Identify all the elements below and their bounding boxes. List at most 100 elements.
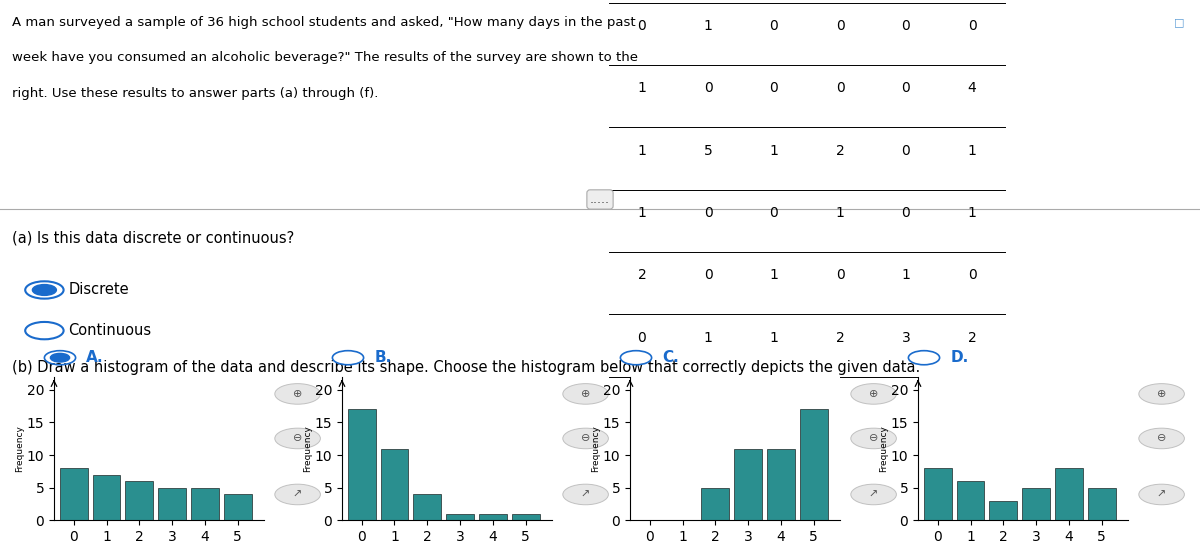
Text: 4: 4 — [967, 81, 977, 95]
Text: ⊖: ⊖ — [581, 434, 590, 443]
Text: ⊕: ⊕ — [581, 389, 590, 399]
Circle shape — [563, 428, 608, 449]
Bar — [380, 449, 408, 520]
Text: ↗: ↗ — [581, 489, 590, 500]
Circle shape — [563, 384, 608, 404]
Text: 1: 1 — [703, 19, 713, 33]
Text: week have you consumed an alcoholic beverage?" The results of the survey are sho: week have you consumed an alcoholic beve… — [12, 51, 638, 64]
Text: B.: B. — [374, 350, 391, 365]
Text: (a) Is this data discrete or continuous?: (a) Is this data discrete or continuous? — [12, 230, 294, 246]
Text: 1: 1 — [967, 206, 977, 220]
Circle shape — [275, 484, 320, 505]
Text: D.: D. — [950, 350, 968, 365]
Circle shape — [851, 428, 896, 449]
Bar — [924, 468, 952, 520]
Text: ⊖: ⊖ — [293, 434, 302, 443]
Text: 0: 0 — [703, 81, 713, 95]
Circle shape — [563, 484, 608, 505]
Text: 3: 3 — [901, 331, 911, 345]
Bar — [125, 481, 154, 520]
Text: 2: 2 — [967, 331, 977, 345]
Text: 2: 2 — [835, 144, 845, 158]
Bar — [92, 475, 120, 520]
Bar — [767, 449, 794, 520]
Text: A man surveyed a sample of 36 high school students and asked, "How many days in : A man surveyed a sample of 36 high schoo… — [12, 16, 636, 29]
Text: 1: 1 — [703, 331, 713, 345]
Circle shape — [25, 322, 64, 339]
Text: ⊕: ⊕ — [1157, 389, 1166, 399]
Text: ↗: ↗ — [293, 489, 302, 500]
Text: Continuous: Continuous — [68, 323, 151, 338]
Text: 0: 0 — [901, 19, 911, 33]
Y-axis label: Frequency: Frequency — [590, 425, 600, 472]
Bar — [1055, 468, 1082, 520]
Circle shape — [851, 484, 896, 505]
Text: 0: 0 — [967, 268, 977, 282]
Text: 1: 1 — [967, 144, 977, 158]
Circle shape — [332, 351, 364, 365]
Text: A.: A. — [86, 350, 104, 365]
Text: 0: 0 — [901, 144, 911, 158]
Text: 0: 0 — [967, 19, 977, 33]
Y-axis label: Frequency: Frequency — [878, 425, 888, 472]
Text: 5: 5 — [703, 144, 713, 158]
Circle shape — [1139, 384, 1184, 404]
Y-axis label: Frequency: Frequency — [14, 425, 24, 472]
Text: 1: 1 — [769, 268, 779, 282]
Circle shape — [32, 285, 56, 295]
Circle shape — [275, 428, 320, 449]
Bar — [191, 488, 218, 520]
Bar — [956, 481, 984, 520]
Bar — [446, 514, 474, 520]
Bar — [1088, 488, 1116, 520]
Bar — [701, 488, 730, 520]
Bar — [479, 514, 506, 520]
Text: 2: 2 — [835, 331, 845, 345]
Bar — [989, 501, 1018, 520]
Text: 1: 1 — [637, 206, 647, 220]
Text: C.: C. — [662, 350, 679, 365]
Circle shape — [1139, 428, 1184, 449]
Text: ⊕: ⊕ — [869, 389, 878, 399]
Text: .....: ..... — [590, 193, 610, 206]
Text: 1: 1 — [637, 81, 647, 95]
Text: ⊖: ⊖ — [869, 434, 878, 443]
Circle shape — [1139, 484, 1184, 505]
Circle shape — [908, 351, 940, 365]
Y-axis label: Frequency: Frequency — [302, 425, 312, 472]
Circle shape — [50, 353, 70, 362]
Text: 0: 0 — [703, 206, 713, 220]
Bar — [512, 514, 540, 520]
Text: 1: 1 — [637, 144, 647, 158]
Bar — [1022, 488, 1050, 520]
Bar — [224, 494, 252, 520]
Bar — [60, 468, 88, 520]
Text: □: □ — [1174, 17, 1184, 27]
Text: 1: 1 — [769, 144, 779, 158]
Circle shape — [851, 384, 896, 404]
Text: 1: 1 — [901, 268, 911, 282]
Text: 0: 0 — [835, 81, 845, 95]
Text: 0: 0 — [901, 81, 911, 95]
Text: 1: 1 — [835, 206, 845, 220]
Circle shape — [275, 384, 320, 404]
Text: ↗: ↗ — [1157, 489, 1166, 500]
Text: 1: 1 — [769, 331, 779, 345]
Text: 0: 0 — [703, 268, 713, 282]
Text: 0: 0 — [769, 206, 779, 220]
Text: 0: 0 — [769, 19, 779, 33]
Text: 0: 0 — [835, 19, 845, 33]
Text: (b) Draw a histogram of the data and describe its shape. Choose the histogram be: (b) Draw a histogram of the data and des… — [12, 360, 920, 376]
Text: right. Use these results to answer parts (a) through (f).: right. Use these results to answer parts… — [12, 87, 378, 100]
Text: 2: 2 — [637, 268, 647, 282]
Text: ↗: ↗ — [869, 489, 878, 500]
Bar — [158, 488, 186, 520]
Text: 0: 0 — [835, 268, 845, 282]
Bar — [348, 409, 376, 520]
Bar — [734, 449, 762, 520]
Text: ⊖: ⊖ — [1157, 434, 1166, 443]
Text: 0: 0 — [637, 331, 647, 345]
Circle shape — [620, 351, 652, 365]
Text: 0: 0 — [901, 206, 911, 220]
Text: Discrete: Discrete — [68, 282, 130, 298]
